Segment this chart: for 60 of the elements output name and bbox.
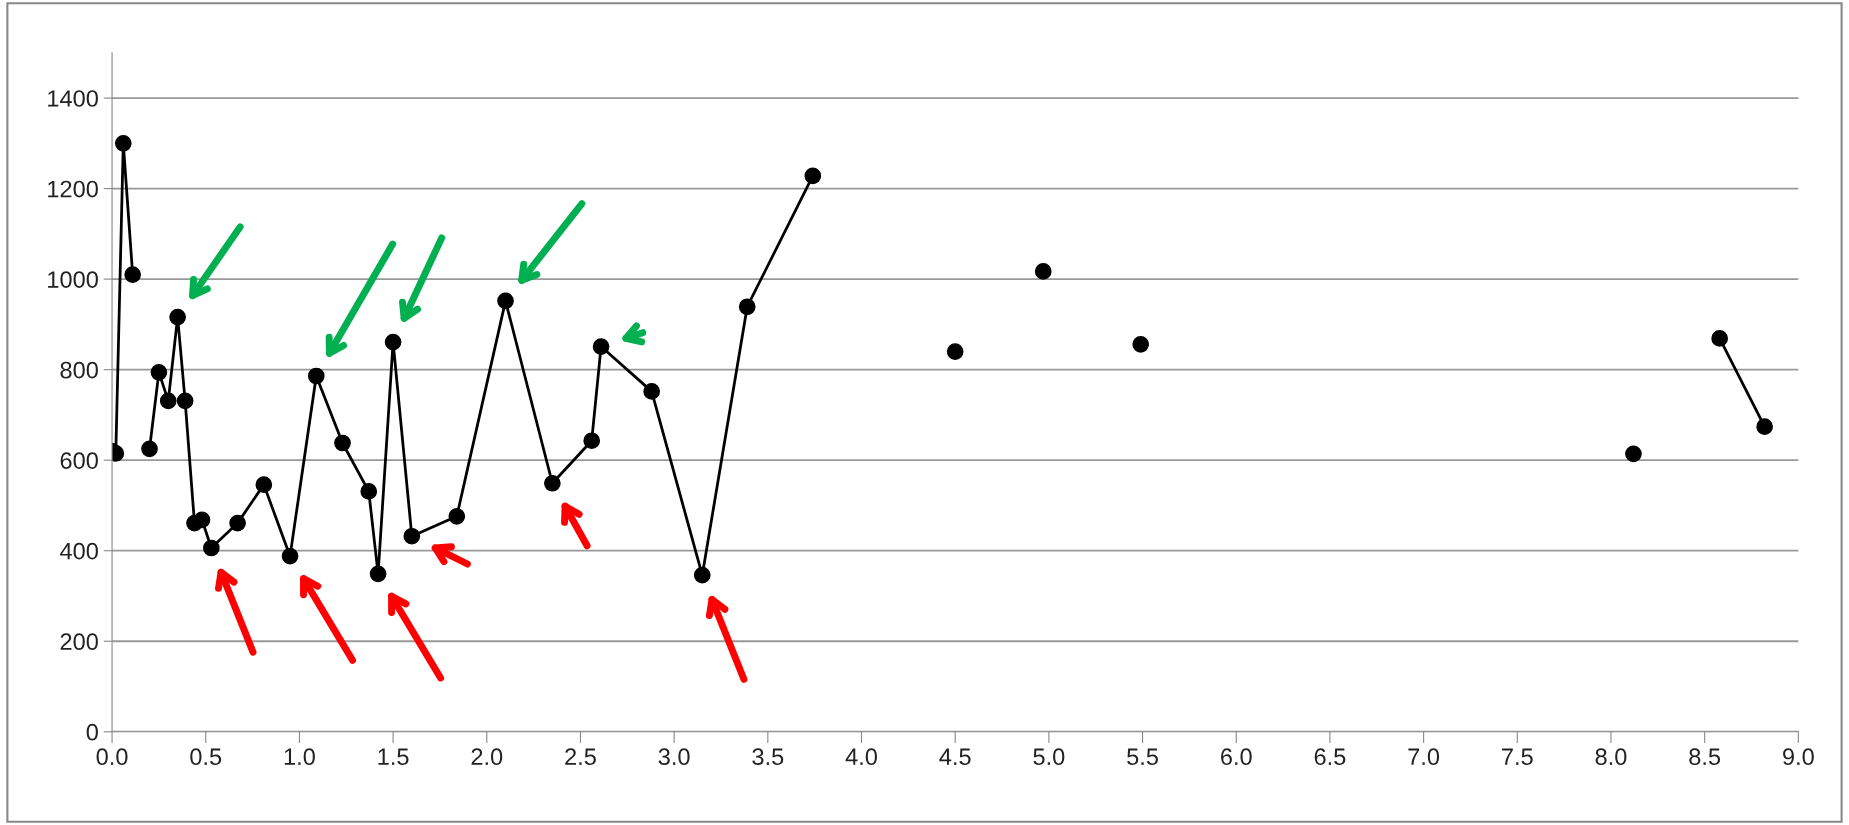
point xyxy=(255,476,273,493)
x-tick-label: 1.5 xyxy=(378,748,409,766)
y-tick-label: 1000 xyxy=(48,271,98,288)
point xyxy=(124,266,141,283)
point xyxy=(159,392,177,410)
x-tick-label: 8.0 xyxy=(1595,748,1627,766)
point xyxy=(544,474,561,492)
x-tick-label: 7.0 xyxy=(1408,748,1440,766)
y-tick-label: 200 xyxy=(60,633,98,651)
x-tick-label: 6.0 xyxy=(1221,748,1252,766)
point xyxy=(946,343,964,360)
point xyxy=(114,134,132,152)
y-tick-label: 400 xyxy=(60,542,98,560)
point xyxy=(229,514,246,532)
point xyxy=(738,298,756,316)
y-tick-label: 1200 xyxy=(48,180,98,198)
point xyxy=(497,292,514,310)
x-tick-label: 6.5 xyxy=(1314,748,1346,766)
point xyxy=(176,392,194,410)
point xyxy=(1756,418,1773,436)
x-tick-label: 9.0 xyxy=(1783,748,1814,766)
x-tick-label: 1.0 xyxy=(284,748,315,766)
y-tick-label: 600 xyxy=(60,452,98,469)
point xyxy=(583,432,601,450)
x-tick-label: 7.5 xyxy=(1502,748,1533,766)
x-tick-label: 0.0 xyxy=(96,748,128,766)
x-tick-label: 4.0 xyxy=(845,748,877,766)
point xyxy=(403,527,421,545)
x-tick-label: 3.0 xyxy=(658,748,690,766)
x-tick-label: 8.5 xyxy=(1689,748,1721,766)
point xyxy=(369,565,387,583)
point xyxy=(1132,335,1150,353)
point xyxy=(448,507,466,525)
point xyxy=(360,483,378,500)
point xyxy=(169,308,186,326)
x-tick-label: 5.0 xyxy=(1033,748,1065,766)
x-tick-label: 2.5 xyxy=(565,748,596,766)
y-tick-label: 0 xyxy=(86,723,98,741)
point xyxy=(1034,263,1052,280)
y-tick-label: 800 xyxy=(60,361,98,379)
x-tick-label: 3.5 xyxy=(752,748,784,766)
x-tick-label: 4.5 xyxy=(939,748,971,766)
y-tick-label: 1400 xyxy=(48,90,98,107)
point xyxy=(141,440,158,458)
point xyxy=(281,547,299,565)
x-tick-label: 5.5 xyxy=(1127,748,1158,766)
point xyxy=(1625,445,1642,463)
point xyxy=(150,364,168,381)
point xyxy=(384,333,402,351)
x-tick-label: 2.0 xyxy=(471,748,503,766)
point xyxy=(1711,330,1728,347)
point xyxy=(307,367,325,385)
point xyxy=(193,511,211,529)
x-tick-label: 0.5 xyxy=(190,748,222,766)
point xyxy=(643,383,660,400)
point xyxy=(203,539,220,557)
point xyxy=(334,434,351,452)
point xyxy=(693,566,711,584)
point xyxy=(804,167,822,185)
point xyxy=(592,338,610,355)
